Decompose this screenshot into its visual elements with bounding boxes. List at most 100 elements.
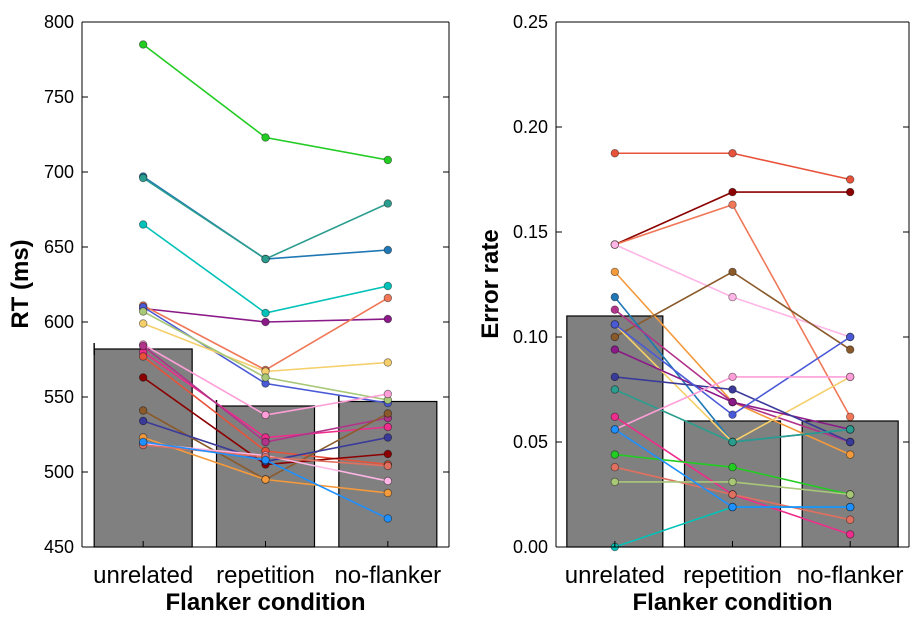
rt-subject-point-9-unrelated — [138, 307, 148, 316]
rt-panel: 450 500 550 600 650 700 750 800 unrelated repetit… — [7, 12, 450, 616]
error-rate-subject-point-13-no-flanker — [845, 425, 855, 434]
rt-subject-point-17-repetition — [261, 475, 270, 484]
error-rate-y-axis-title: Error rate — [477, 229, 504, 338]
rt-subject-point-9-repetition — [261, 373, 270, 382]
error-rate-subject-line-2 — [614, 191, 851, 246]
rt-subject-point-4-repetition — [261, 308, 270, 318]
error-rate-subject-point-16-repetition — [728, 490, 737, 499]
rt-subject-point-10-no-flanker — [383, 389, 393, 399]
error-rate-subject-point-5-no-flanker — [845, 450, 855, 459]
error-rate-subject-point-4-unrelated — [610, 240, 620, 249]
rt-subject-point-6-no-flanker — [383, 293, 393, 303]
error-rate-y-tick-label: 0.05 — [513, 432, 548, 452]
rt-category-label-unrelated: unrelated — [93, 562, 193, 589]
error-rate-subject-point-16-no-flanker — [845, 515, 855, 524]
error-rate-y-tick-label: 0.15 — [513, 222, 548, 242]
rt-subject-point-8-no-flanker — [383, 358, 393, 367]
rt-subject-point-3-repetition — [261, 254, 270, 264]
rt-subject-line-4 — [142, 223, 389, 314]
error-rate-category-label-no-flanker: no-flanker — [797, 562, 904, 589]
rt-subject-point-3-no-flanker — [383, 199, 393, 208]
rt-category-label-repetition: repetition — [216, 562, 315, 589]
error-rate-subject-point-4-repetition — [728, 292, 737, 302]
error-rate-subject-point-14-repetition — [728, 372, 737, 382]
error-rate-subject-point-18-repetition — [728, 477, 737, 487]
rt-subject-point-12-repetition — [261, 437, 270, 447]
rt-subject-point-8-unrelated — [138, 319, 148, 328]
error-rate-subject-point-12-no-flanker — [845, 332, 855, 342]
rt-subject-point-1-unrelated — [138, 40, 148, 49]
rt-subject-point-20-unrelated — [138, 437, 148, 447]
rt-subject-point-16-unrelated — [138, 416, 148, 426]
error-rate-category-label-repetition: repetition — [683, 562, 782, 589]
rt-subject-point-2-no-flanker — [383, 245, 393, 255]
rt-subject-point-3-unrelated — [138, 173, 148, 183]
error-rate-subject-point-18-unrelated — [610, 477, 620, 487]
error-rate-y-tick-label: 0.10 — [513, 327, 548, 347]
error-rate-subject-point-10-unrelated — [610, 345, 620, 354]
rt-subject-point-1-repetition — [261, 133, 270, 142]
rt-y-tick-label: 450 — [44, 537, 74, 557]
rt-y-tick-label: 500 — [44, 462, 74, 482]
rt-subject-line-1 — [142, 43, 388, 161]
rt-x-axis-title: Flanker condition — [165, 589, 365, 616]
error-rate-subject-point-2-repetition — [728, 187, 737, 197]
error-rate-category-label-unrelated: unrelated — [565, 562, 665, 589]
error-rate-y-tick-label: 0.20 — [513, 117, 548, 137]
rt-subject-point-1-no-flanker — [383, 155, 393, 165]
error-rate-subject-point-11-unrelated — [610, 372, 620, 382]
error-rate-x-axis-title: Flanker condition — [632, 589, 832, 616]
rt-subject-point-15-unrelated — [138, 406, 148, 415]
rt-subject-point-11-no-flanker — [383, 422, 393, 432]
error-rate-subject-point-15-no-flanker — [845, 530, 855, 539]
error-rate-y-tick-label: 0.25 — [513, 12, 548, 32]
rt-subject-line-3 — [142, 177, 389, 260]
error-rate-subject-point-3-repetition — [728, 200, 737, 209]
rt-subject-point-10-repetition — [261, 410, 270, 420]
error-rate-subject-point-2-no-flanker — [845, 187, 855, 197]
rt-subject-point-5-no-flanker — [383, 314, 393, 324]
rt-subject-point-20-no-flanker — [383, 514, 393, 523]
error-rate-subject-point-15-unrelated — [610, 412, 620, 421]
error-rate-subject-point-17-repetition — [728, 463, 737, 472]
error-rate-subject-point-6-no-flanker — [845, 345, 855, 354]
error-rate-subject-point-10-repetition — [728, 397, 737, 407]
error-rate-subject-point-20-no-flanker — [845, 502, 855, 512]
error-rate-subject-point-6-repetition — [728, 267, 737, 277]
rt-subject-point-4-no-flanker — [383, 281, 393, 291]
error-rate-panel: 0.00 0.05 0.10 0.15 0.20 0.25 unrelated repetit… — [477, 12, 910, 616]
error-rate-subject-point-12-repetition — [728, 410, 737, 419]
rt-subject-point-13-unrelated — [138, 352, 148, 361]
rt-y-tick-label: 750 — [44, 87, 74, 107]
error-rate-subject-point-7-unrelated — [610, 292, 620, 302]
rt-subject-point-4-unrelated — [138, 220, 148, 229]
rt-subject-point-17-no-flanker — [383, 488, 393, 498]
rt-subject-point-20-repetition — [261, 455, 270, 465]
error-rate-subject-point-1-unrelated — [610, 149, 620, 158]
error-rate-subject-point-8-unrelated — [610, 305, 620, 314]
rt-subject-point-5-repetition — [261, 317, 270, 327]
rt-subject-point-14-no-flanker — [383, 449, 393, 459]
error-rate-subject-point-16-unrelated — [610, 463, 620, 472]
error-rate-subject-point-20-unrelated — [610, 425, 620, 434]
error-rate-subject-point-1-repetition — [728, 149, 737, 158]
rt-y-tick-label: 600 — [44, 312, 74, 332]
error-rate-subject-point-1-no-flanker — [845, 175, 855, 184]
rt-subject-point-12-unrelated — [138, 341, 148, 351]
error-rate-subject-point-17-unrelated — [610, 450, 620, 459]
error-rate-subject-point-11-repetition — [728, 385, 737, 394]
error-rate-subject-point-13-unrelated — [610, 385, 620, 394]
error-rate-subject-point-3-no-flanker — [845, 412, 855, 421]
error-rate-subject-point-6-unrelated — [610, 332, 620, 342]
rt-subject-line-2 — [142, 175, 388, 260]
rt-subject-point-16-no-flanker — [383, 433, 393, 442]
rt-subject-point-14-unrelated — [138, 373, 148, 382]
rt-category-label-no-flanker: no-flanker — [334, 562, 441, 589]
error-rate-subject-point-13-repetition — [728, 437, 737, 447]
error-rate-y-tick-label: 0.00 — [513, 537, 548, 557]
rt-y-tick-label: 700 — [44, 162, 74, 182]
error-rate-subject-point-14-no-flanker — [845, 372, 855, 382]
rt-y-tick-label: 550 — [44, 387, 74, 407]
rt-subject-point-15-no-flanker — [383, 409, 393, 418]
